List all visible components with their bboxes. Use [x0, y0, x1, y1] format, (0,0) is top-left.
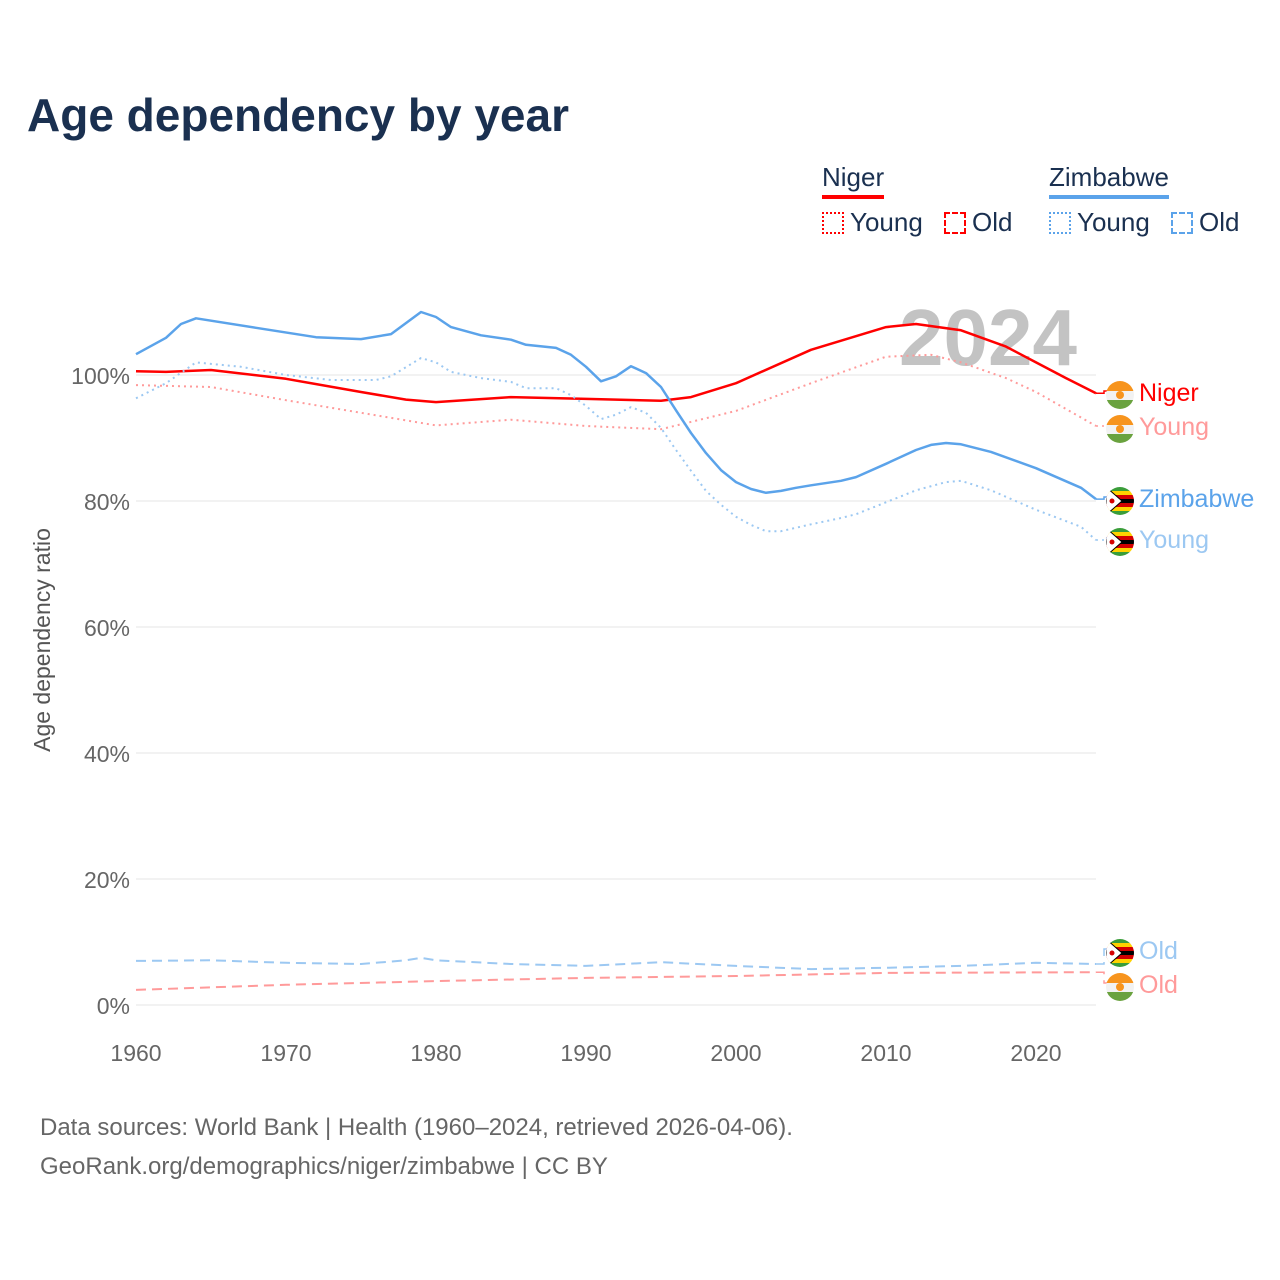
legend-country-niger[interactable]: Niger [822, 162, 885, 199]
zimbabwe-flag-icon [1106, 963, 1134, 967]
series-line-niger [135, 322, 1097, 404]
series-end-label: Zimbabwe [1139, 485, 1254, 513]
x-tick-label: 1990 [560, 1040, 611, 1066]
chart-title: Age dependency by year [27, 89, 569, 141]
year-watermark: 2024 [899, 293, 1077, 382]
x-tick-label: 1960 [110, 1040, 161, 1066]
zimbabwe-flag-icon [1106, 544, 1134, 549]
legend-group-niger: Niger Young Old [822, 162, 1027, 238]
source-note: Data sources: World Bank | Health (1960–… [40, 1108, 793, 1186]
niger-flag-icon [1116, 425, 1124, 433]
series-line-niger-young [135, 353, 1097, 431]
legend-label: Old [972, 207, 1013, 237]
series-end-label: Young [1139, 413, 1209, 441]
zimbabwe-flag-icon [1106, 536, 1134, 541]
legend-item-zimbabwe-young[interactable]: Young [1049, 207, 1150, 237]
source-line-2[interactable]: GeoRank.org/demographics/niger/zimbabwe … [40, 1153, 608, 1180]
x-tick-label: 2000 [710, 1040, 761, 1066]
y-axis-label: Age dependency ratio [29, 528, 55, 752]
zimbabwe-flag-icon [1106, 495, 1134, 500]
zimbabwe-flag-icon [1106, 528, 1134, 533]
niger-flag-icon [1116, 983, 1124, 991]
zimbabwe-flag-icon [1106, 491, 1134, 496]
label-connector [1096, 971, 1108, 984]
zimbabwe-flag-icon [1109, 539, 1115, 545]
zimbabwe-flag-icon [1106, 503, 1134, 508]
x-tick-label: 1970 [260, 1040, 311, 1066]
series-end-label: Old [1139, 971, 1178, 999]
legend-group-zimbabwe: Zimbabwe Young Old [1049, 162, 1254, 238]
zimbabwe-flag-icon [1106, 487, 1134, 492]
dashed-swatch-icon [1171, 212, 1194, 234]
series-line-zimbabwe-young [135, 357, 1097, 541]
niger-flag-icon [1106, 381, 1134, 391]
legend-item-zimbabwe-old[interactable]: Old [1171, 207, 1240, 237]
y-tick-label: 60% [84, 615, 130, 641]
niger-flag-icon [1106, 992, 1134, 1001]
y-tick-label: 40% [84, 741, 130, 767]
dotted-swatch-icon [1049, 212, 1071, 234]
y-tick-label: 100% [71, 363, 130, 389]
zimbabwe-flag-icon [1106, 548, 1134, 553]
y-tick-label: 0% [97, 993, 130, 1019]
dashed-swatch-icon [944, 212, 967, 234]
series-end-label: Old [1139, 937, 1178, 965]
zimbabwe-flag-icon [1109, 950, 1115, 956]
x-tick-label: 2020 [1010, 1040, 1061, 1066]
zimbabwe-flag-icon [1109, 498, 1115, 504]
legend-item-niger-old[interactable]: Old [944, 207, 1013, 237]
series-end-label: Young [1139, 526, 1209, 554]
label-connector [1096, 424, 1108, 427]
zimbabwe-flag-icon [1106, 939, 1134, 944]
zimbabwe-flag-icon [1106, 511, 1134, 515]
niger-flag-icon [1106, 434, 1134, 443]
niger-flag-icon [1106, 400, 1134, 409]
zimbabwe-flag-icon [1106, 532, 1134, 537]
x-tick-label: 2010 [860, 1040, 911, 1066]
label-connector [1096, 496, 1108, 500]
zimbabwe-flag-icon [1106, 552, 1134, 556]
zimbabwe-flag-icon [1106, 507, 1134, 512]
legend-label: Young [850, 207, 923, 237]
x-tick-label: 1980 [410, 1040, 461, 1066]
label-connector [1096, 948, 1108, 965]
label-connector [1096, 537, 1108, 541]
legend-label: Old [1199, 207, 1240, 237]
zimbabwe-flag-icon [1106, 955, 1134, 960]
zimbabwe-flag-icon [1106, 947, 1134, 952]
niger-flag-icon [1106, 973, 1134, 983]
zimbabwe-flag-icon [1106, 943, 1134, 948]
series-line-zimbabwe-old [135, 956, 1097, 971]
source-line-1: Data sources: World Bank | Health (1960–… [40, 1114, 793, 1141]
niger-flag-icon [1106, 415, 1134, 425]
series-line-niger-old [135, 971, 1097, 991]
dotted-swatch-icon [822, 212, 844, 234]
legend-label: Young [1077, 207, 1150, 237]
legend-country-zimbabwe[interactable]: Zimbabwe [1049, 162, 1169, 199]
label-connector [1096, 390, 1108, 395]
y-tick-label: 80% [84, 489, 130, 515]
zimbabwe-flag-icon [1106, 959, 1134, 964]
series-end-label: Niger [1139, 379, 1199, 407]
legend-item-niger-young[interactable]: Young [822, 207, 923, 237]
y-tick-label: 20% [84, 867, 130, 893]
series-line-zimbabwe [135, 310, 1097, 501]
niger-flag-icon [1116, 391, 1124, 399]
